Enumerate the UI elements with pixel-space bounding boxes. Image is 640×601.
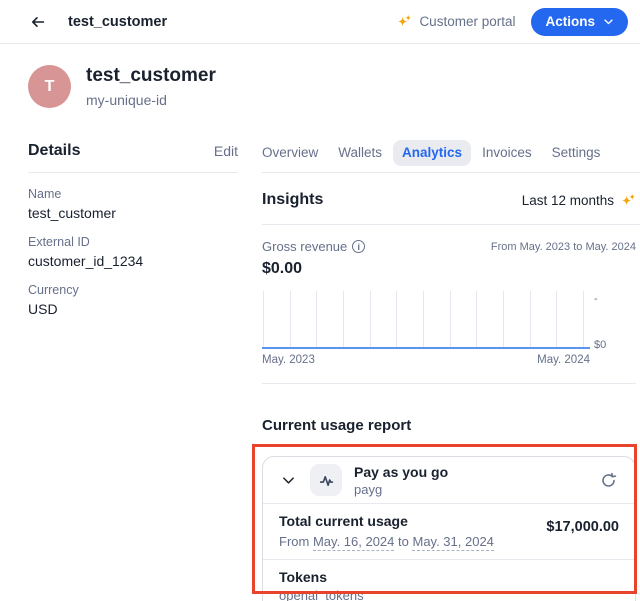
total-usage-row: Total current usage From May. 16, 2024 t…: [263, 503, 635, 559]
back-button[interactable]: [26, 10, 50, 34]
insights-header: Insights Last 12 months: [262, 191, 636, 209]
to-word: to: [398, 534, 409, 549]
gridline: [396, 291, 398, 347]
sparkle-icon: [398, 14, 412, 27]
details-header: Details Edit: [28, 142, 238, 160]
usage-report-card: Pay as you go payg Total current usage F…: [262, 456, 636, 601]
field-value: test_customer: [28, 205, 116, 221]
gross-revenue-header: Gross revenue i From May. 2023 to May. 2…: [262, 239, 636, 254]
total-usage-label: Total current usage: [279, 513, 408, 529]
plan-name: Pay as you go: [354, 463, 449, 480]
customer-identity: test_customer my-unique-id: [86, 65, 216, 108]
period-label: Last 12 months: [521, 192, 614, 208]
tab-invoices[interactable]: Invoices: [473, 140, 541, 166]
header-title: test_customer: [68, 13, 168, 30]
details-title: Details: [28, 142, 81, 159]
tab-overview[interactable]: Overview: [253, 140, 327, 166]
avatar: T: [28, 65, 71, 108]
gridline: [369, 291, 371, 347]
plan-row: Pay as you go payg: [263, 457, 635, 503]
y-tick-zero: $0: [594, 339, 607, 351]
metric-name: Tokens: [279, 569, 327, 585]
field-value: USD: [28, 301, 58, 317]
gross-revenue-text: Gross revenue: [262, 239, 348, 254]
tab-wallets[interactable]: Wallets: [329, 140, 391, 166]
metric-code: openai_tokens: [279, 588, 364, 601]
refresh-button[interactable]: [598, 470, 619, 491]
info-icon[interactable]: i: [352, 240, 366, 253]
usage-report-title: Current usage report: [262, 417, 412, 434]
detail-field-external-id: External ID customer_id_1234: [28, 235, 238, 269]
divider: [262, 383, 636, 384]
total-usage-amount: $17,000.00: [546, 519, 619, 535]
total-usage-texts: Total current usage From May. 16, 2024 t…: [279, 513, 494, 551]
gross-revenue-label: Gross revenue i: [262, 239, 366, 254]
actions-button[interactable]: Actions: [531, 7, 628, 36]
plan-code: payg: [354, 481, 383, 497]
main-content: Overview Wallets Analytics Invoices Sett…: [262, 140, 640, 601]
chart-x-labels: May. 2023 May. 2024: [262, 354, 590, 366]
x-tick-end: May. 2024: [537, 354, 590, 366]
insights-title: Insights: [262, 191, 324, 208]
avatar-initial: T: [44, 77, 55, 95]
gross-revenue-chart: - $0: [262, 291, 636, 351]
divider: [262, 224, 640, 225]
gridline: [502, 291, 504, 347]
usage-period: From May. 16, 2024 to May. 31, 2024: [279, 534, 494, 551]
gridline: [316, 291, 318, 347]
chart-gridlines: [263, 291, 584, 347]
arrow-left-icon: [31, 16, 45, 27]
divider: [262, 172, 640, 173]
detail-field-name: Name test_customer: [28, 187, 238, 221]
x-tick-start: May. 2023: [262, 354, 315, 366]
gridline: [342, 291, 344, 347]
actions-label: Actions: [545, 14, 595, 29]
date-to[interactable]: May. 31, 2024: [412, 534, 494, 551]
revenue-line: [262, 347, 590, 349]
sparkle-icon: [621, 193, 636, 205]
customer-name: test_customer: [86, 65, 216, 86]
customer-external-id: my-unique-id: [86, 92, 167, 108]
chevron-down-icon: [283, 476, 294, 484]
gridline: [476, 291, 478, 347]
field-label: Name: [28, 187, 62, 201]
field-value: customer_id_1234: [28, 253, 144, 269]
tab-analytics[interactable]: Analytics: [393, 140, 472, 166]
tab-settings[interactable]: Settings: [543, 140, 610, 166]
detail-field-currency: Currency USD: [28, 283, 238, 317]
tab-bar: Overview Wallets Analytics Invoices Sett…: [253, 140, 636, 166]
customer-portal-button[interactable]: Customer portal: [397, 14, 515, 29]
from-word: From: [279, 534, 310, 549]
refresh-icon: [602, 472, 617, 487]
gridline: [263, 291, 264, 347]
gridline: [529, 291, 531, 347]
gridline: [449, 291, 451, 347]
field-label: Currency: [28, 283, 79, 297]
gridline: [556, 291, 558, 347]
period-selector[interactable]: Last 12 months: [522, 193, 636, 208]
collapse-button[interactable]: [279, 471, 298, 490]
top-bar: test_customer Customer portal Actions: [0, 0, 640, 44]
divider: [28, 172, 238, 173]
pulse-icon: [319, 475, 333, 486]
field-label: External ID: [28, 235, 90, 249]
metric-row: Tokens openai_tokens: [263, 559, 635, 601]
chevron-down-icon: [604, 19, 613, 25]
customer-portal-label: Customer portal: [419, 14, 516, 29]
gridline: [422, 291, 424, 347]
gross-revenue-total: $0.00: [262, 260, 303, 277]
date-from[interactable]: May. 16, 2024: [312, 534, 395, 551]
gridline: [289, 291, 291, 347]
gridline: [582, 291, 584, 347]
chart-period: From May. 2023 to May. 2024: [490, 241, 636, 253]
plan-icon: [310, 464, 342, 496]
plan-texts: Pay as you go payg: [354, 464, 586, 497]
details-panel: Details Edit Name test_customer External…: [28, 142, 238, 317]
customer-header: T test_customer my-unique-id: [28, 65, 216, 108]
edit-button[interactable]: Edit: [213, 143, 238, 159]
y-tick-max: -: [594, 293, 598, 305]
